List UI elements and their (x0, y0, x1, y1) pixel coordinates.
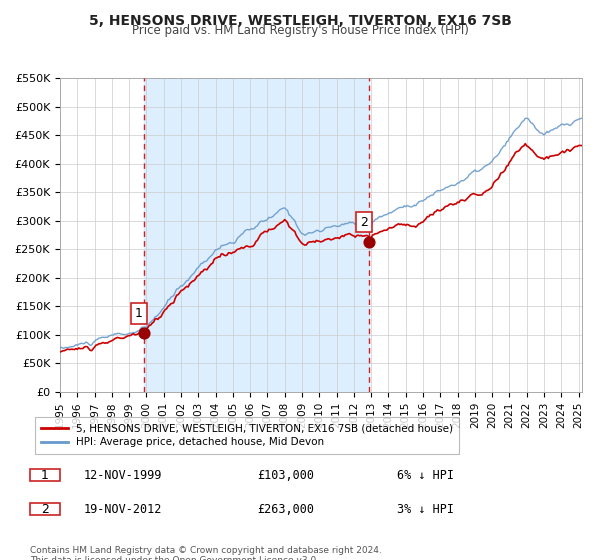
FancyBboxPatch shape (30, 469, 60, 482)
Point (364, 237, 374, 246)
Text: 1: 1 (135, 307, 143, 320)
Text: 6% ↓ HPI: 6% ↓ HPI (397, 469, 454, 482)
Text: Price paid vs. HM Land Registry's House Price Index (HPI): Price paid vs. HM Land Registry's House … (131, 24, 469, 37)
Bar (144, 78, 369, 392)
Text: 3% ↓ HPI: 3% ↓ HPI (397, 503, 454, 516)
Text: £103,000: £103,000 (257, 469, 314, 482)
Point (139, 329, 149, 338)
Legend: 5, HENSONS DRIVE, WESTLEIGH, TIVERTON, EX16 7SB (detached house), HPI: Average p: 5, HENSONS DRIVE, WESTLEIGH, TIVERTON, E… (35, 417, 459, 454)
Text: 1: 1 (41, 469, 49, 482)
Text: 19-NOV-2012: 19-NOV-2012 (84, 503, 163, 516)
Text: 5, HENSONS DRIVE, WESTLEIGH, TIVERTON, EX16 7SB: 5, HENSONS DRIVE, WESTLEIGH, TIVERTON, E… (89, 14, 511, 28)
Text: 12-NOV-1999: 12-NOV-1999 (84, 469, 163, 482)
Text: Contains HM Land Registry data © Crown copyright and database right 2024.
This d: Contains HM Land Registry data © Crown c… (30, 546, 382, 560)
Text: 2: 2 (360, 216, 368, 228)
FancyBboxPatch shape (30, 503, 60, 515)
Text: £263,000: £263,000 (257, 503, 314, 516)
Text: 2: 2 (41, 503, 49, 516)
